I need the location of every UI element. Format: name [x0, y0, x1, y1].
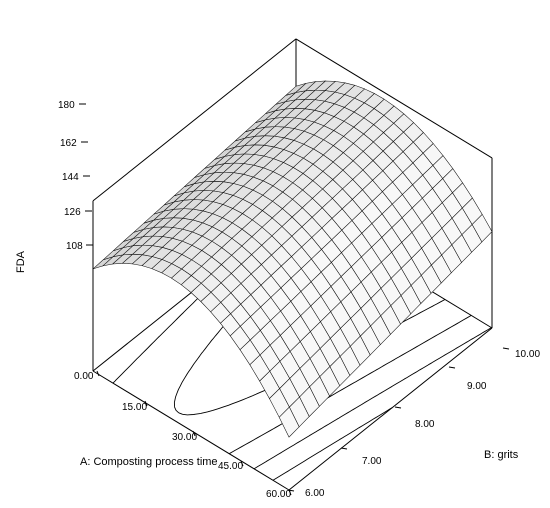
y-tick-mark	[448, 366, 456, 369]
y-tick-label: 6.00	[305, 488, 325, 499]
y-axis-label: B: grits	[484, 449, 519, 461]
x-tick-label: 15.00	[122, 402, 147, 413]
z-tick-label: 144	[62, 172, 79, 183]
y-tick-mark	[394, 406, 402, 409]
y-axis-ticks: 6.00 7.00 8.00 9.00 10.00	[287, 347, 540, 499]
y-tick-label: 10.00	[515, 349, 540, 360]
contour-line	[272, 407, 393, 481]
x-tick-mark	[144, 400, 148, 407]
y-tick-label: 7.00	[362, 456, 382, 467]
x-tick-label: 45.00	[218, 461, 243, 472]
x-tick-mark	[240, 460, 244, 467]
z-axis-label: FDA	[15, 250, 27, 273]
x-tick-mark	[96, 370, 100, 377]
z-tick-label: 126	[64, 207, 81, 218]
box-edge	[288, 327, 493, 491]
x-tick-label: 0.00	[74, 371, 94, 382]
z-tick-label: 162	[60, 138, 77, 149]
x-tick-label: 30.00	[172, 432, 197, 443]
z-tick-label: 108	[66, 241, 83, 252]
surface-facet	[285, 83, 306, 96]
box-edge	[92, 38, 297, 202]
x-tick-mark	[192, 430, 196, 437]
x-axis-label: A: Composting process time	[80, 456, 218, 468]
x-tick-label: 60.00	[266, 489, 291, 500]
contour-line	[253, 327, 492, 470]
box-edge	[295, 38, 493, 159]
response-surface	[92, 80, 493, 438]
y-tick-label: 8.00	[415, 419, 435, 430]
x-tick-mark	[288, 489, 292, 496]
z-axis-ticks: 180 162 144 126 108	[58, 100, 93, 252]
box-edge	[92, 370, 290, 491]
y-tick-label: 9.00	[467, 381, 487, 392]
z-tick-label: 180	[58, 100, 75, 111]
y-tick-mark	[340, 447, 348, 450]
chart-front-box	[92, 200, 493, 491]
x-axis-ticks: 0.00 15.00 30.00 45.00 60.00	[74, 370, 292, 500]
y-tick-mark	[502, 347, 510, 350]
y-tick-mark	[287, 489, 295, 492]
